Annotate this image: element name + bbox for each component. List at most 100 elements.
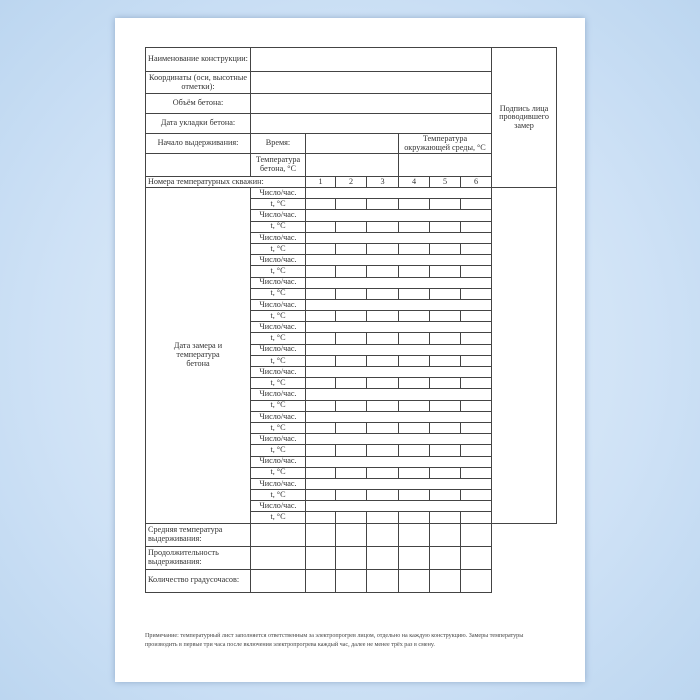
- temperature-cell[interactable]: [429, 220, 461, 233]
- summary-cell[interactable]: [305, 568, 336, 593]
- temperature-cell[interactable]: [305, 242, 336, 256]
- temperature-cell[interactable]: [366, 265, 399, 278]
- temperature-cell[interactable]: [398, 310, 430, 323]
- temperature-cell[interactable]: [305, 265, 336, 278]
- temperature-cell[interactable]: [366, 310, 399, 323]
- temperature-cell[interactable]: [366, 444, 399, 457]
- temperature-cell[interactable]: [398, 354, 430, 368]
- temperature-cell[interactable]: [460, 287, 492, 300]
- summary-cell[interactable]: [398, 568, 430, 593]
- summary-cell[interactable]: [398, 545, 430, 570]
- temperature-cell[interactable]: [398, 377, 430, 390]
- temperature-cell[interactable]: [335, 489, 367, 502]
- summary-cell[interactable]: [366, 545, 399, 570]
- temperature-cell[interactable]: [305, 287, 336, 300]
- ambient-temp-field[interactable]: [398, 153, 492, 177]
- temperature-cell[interactable]: [366, 377, 399, 390]
- temperature-cell[interactable]: [305, 354, 336, 368]
- date-hour-field[interactable]: [305, 433, 492, 446]
- summary-cell[interactable]: [305, 545, 336, 570]
- temperature-cell[interactable]: [335, 287, 367, 300]
- temperature-cell[interactable]: [335, 198, 367, 211]
- temperature-cell[interactable]: [460, 444, 492, 457]
- temperature-cell[interactable]: [366, 287, 399, 300]
- temperature-cell[interactable]: [429, 265, 461, 278]
- temperature-cell[interactable]: [305, 511, 336, 524]
- temperature-cell[interactable]: [305, 198, 336, 211]
- temperature-cell[interactable]: [335, 220, 367, 233]
- summary-cell[interactable]: [366, 522, 399, 547]
- temperature-cell[interactable]: [460, 265, 492, 278]
- temperature-cell[interactable]: [429, 511, 461, 524]
- summary-cell[interactable]: [366, 568, 399, 593]
- temperature-cell[interactable]: [429, 332, 461, 345]
- summary-cell[interactable]: [250, 545, 306, 570]
- temperature-cell[interactable]: [398, 287, 430, 300]
- temperature-cell[interactable]: [460, 421, 492, 435]
- temperature-cell[interactable]: [366, 421, 399, 435]
- temperature-cell[interactable]: [305, 377, 336, 390]
- temperature-cell[interactable]: [305, 310, 336, 323]
- temperature-cell[interactable]: [429, 354, 461, 368]
- summary-cell[interactable]: [250, 522, 306, 547]
- temperature-cell[interactable]: [460, 466, 492, 479]
- date-hour-field[interactable]: [305, 500, 492, 513]
- temperature-cell[interactable]: [398, 511, 430, 524]
- temperature-cell[interactable]: [398, 421, 430, 435]
- temperature-cell[interactable]: [398, 466, 430, 479]
- summary-cell[interactable]: [460, 545, 492, 570]
- temperature-cell[interactable]: [366, 511, 399, 524]
- temperature-cell[interactable]: [335, 444, 367, 457]
- temperature-cell[interactable]: [398, 242, 430, 256]
- signature-field[interactable]: [491, 187, 557, 524]
- temperature-cell[interactable]: [460, 198, 492, 211]
- temperature-cell[interactable]: [305, 421, 336, 435]
- coordinates-field[interactable]: [250, 71, 492, 94]
- summary-cell[interactable]: [335, 568, 367, 593]
- summary-cell[interactable]: [460, 568, 492, 593]
- temperature-cell[interactable]: [429, 421, 461, 435]
- date-hour-field[interactable]: [305, 455, 492, 468]
- temperature-cell[interactable]: [366, 332, 399, 345]
- temperature-cell[interactable]: [335, 242, 367, 256]
- temperature-cell[interactable]: [366, 399, 399, 412]
- temperature-cell[interactable]: [429, 466, 461, 479]
- date-hour-field[interactable]: [305, 276, 492, 289]
- summary-cell[interactable]: [335, 545, 367, 570]
- temperature-cell[interactable]: [460, 511, 492, 524]
- temperature-cell[interactable]: [398, 198, 430, 211]
- temperature-cell[interactable]: [366, 489, 399, 502]
- date-hour-field[interactable]: [305, 365, 492, 379]
- date-hour-field[interactable]: [305, 388, 492, 401]
- time-field[interactable]: [305, 133, 399, 154]
- date-hour-field[interactable]: [305, 343, 492, 356]
- date-hour-field[interactable]: [305, 298, 492, 312]
- construction-name-field[interactable]: [250, 47, 492, 72]
- temperature-cell[interactable]: [398, 332, 430, 345]
- temperature-cell[interactable]: [366, 242, 399, 256]
- temperature-cell[interactable]: [305, 399, 336, 412]
- temperature-cell[interactable]: [429, 399, 461, 412]
- temperature-cell[interactable]: [335, 332, 367, 345]
- temperature-cell[interactable]: [460, 242, 492, 256]
- temperature-cell[interactable]: [335, 354, 367, 368]
- temperature-cell[interactable]: [398, 220, 430, 233]
- summary-cell[interactable]: [335, 522, 367, 547]
- summary-cell[interactable]: [250, 568, 306, 593]
- temperature-cell[interactable]: [335, 466, 367, 479]
- date-hour-field[interactable]: [305, 254, 492, 267]
- temperature-cell[interactable]: [305, 332, 336, 345]
- temperature-cell[interactable]: [398, 265, 430, 278]
- date-hour-field[interactable]: [305, 477, 492, 491]
- date-hour-field[interactable]: [305, 209, 492, 222]
- temperature-cell[interactable]: [335, 310, 367, 323]
- temperature-cell[interactable]: [366, 354, 399, 368]
- summary-cell[interactable]: [305, 522, 336, 547]
- temperature-cell[interactable]: [398, 444, 430, 457]
- temperature-cell[interactable]: [460, 354, 492, 368]
- summary-cell[interactable]: [429, 568, 461, 593]
- temperature-cell[interactable]: [460, 377, 492, 390]
- temperature-cell[interactable]: [335, 421, 367, 435]
- temperature-cell[interactable]: [429, 287, 461, 300]
- summary-cell[interactable]: [429, 545, 461, 570]
